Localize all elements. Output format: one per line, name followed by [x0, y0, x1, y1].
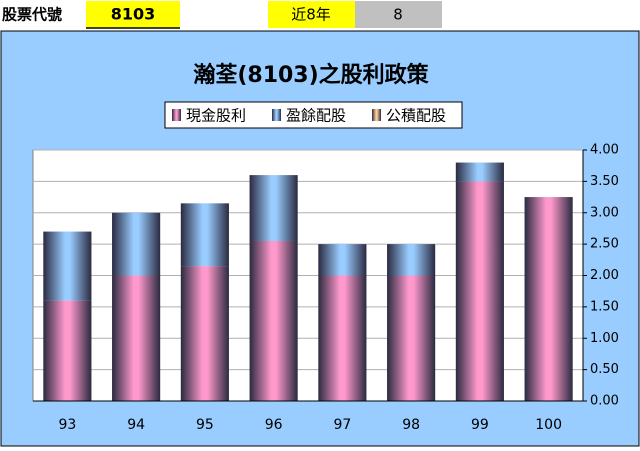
y-tick-label: 0.00 — [590, 394, 619, 409]
y-tick-label: 1.00 — [590, 331, 619, 346]
bar — [112, 212, 161, 276]
years-value-cell — [355, 1, 442, 28]
legend-label: 現金股利 — [186, 107, 246, 125]
bar — [524, 197, 573, 401]
legend-label: 盈餘配股 — [286, 107, 346, 125]
bar — [180, 203, 229, 267]
legend-swatch — [172, 109, 181, 121]
years-label-cell — [268, 1, 355, 28]
bar — [43, 300, 92, 401]
years-label: 近8年 — [291, 6, 331, 24]
legend-label: 公積配股 — [386, 107, 446, 125]
y-tick-label: 0.50 — [590, 362, 619, 377]
bar — [43, 231, 92, 301]
chart-title: 瀚荃(8103)之股利政策 — [193, 62, 429, 88]
bar — [318, 275, 367, 401]
bar — [387, 244, 436, 276]
bar — [318, 244, 367, 276]
bar — [455, 162, 504, 182]
years-value: 8 — [393, 6, 403, 24]
bar — [455, 181, 504, 401]
x-tick-label: 97 — [333, 417, 351, 433]
y-tick-label: 3.00 — [590, 205, 619, 220]
x-tick-label: 98 — [402, 417, 420, 433]
x-tick-label: 100 — [535, 417, 562, 433]
stock-code: 8103 — [111, 5, 156, 24]
x-tick-label: 95 — [196, 417, 214, 433]
x-tick-label: 99 — [471, 417, 489, 433]
x-tick-label: 96 — [265, 417, 283, 433]
stock-label: 股票代號 — [2, 6, 62, 24]
code-cell — [86, 1, 180, 28]
y-tick-label: 2.00 — [590, 268, 619, 283]
legend-swatch — [372, 109, 381, 121]
bar — [112, 275, 161, 401]
y-tick-label: 1.50 — [590, 299, 619, 314]
legend — [164, 101, 463, 129]
y-tick-label: 4.00 — [590, 143, 619, 158]
bar — [249, 240, 298, 401]
legend-swatch — [272, 109, 281, 121]
x-tick-label: 93 — [58, 417, 76, 433]
bar — [180, 266, 229, 401]
x-tick-label: 94 — [127, 417, 145, 433]
bar — [387, 275, 436, 401]
y-tick-label: 3.50 — [590, 174, 619, 189]
bar — [249, 175, 298, 241]
y-tick-label: 2.50 — [590, 237, 619, 252]
